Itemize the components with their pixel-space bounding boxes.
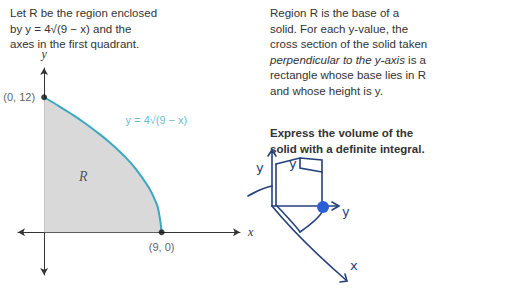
svg-text:x: x — [350, 258, 358, 273]
svg-text:x: x — [247, 225, 254, 239]
html-text:solid with a definite integral: solid with a definite integral. — [270, 142, 425, 155]
svg-text:(9, 0): (9, 0) — [149, 241, 175, 253]
html-text:rectangle whose base lies in R: rectangle whose base lies in R — [270, 69, 426, 81]
svg-text:y = 4√(9 − x): y = 4√(9 − x) — [126, 114, 188, 126]
html-text:perpendicular to the y-axis is: perpendicular to the y-axis is a — [270, 53, 426, 66]
html-text:Express the volume of the: Express the volume of the — [270, 127, 414, 139]
html-text:axes in the first quadrant.: axes in the first quadrant. — [10, 38, 140, 50]
html-text:cross section of the solid tak: cross section of the solid taken — [270, 38, 428, 50]
html-text:by y = 4√(9 − x) and the: by y = 4√(9 − x) and the — [10, 22, 132, 35]
svg-text:y: y — [289, 156, 297, 171]
html-text:Let R be the region enclosed: Let R be the region enclosed — [10, 7, 157, 19]
svg-text:(0, 12): (0, 12) — [3, 91, 35, 103]
html-text:Region R is the base of a: Region R is the base of a — [270, 7, 400, 19]
svg-text:y: y — [342, 204, 350, 219]
svg-text:R: R — [78, 169, 88, 184]
html-text:solid. For each y-value, the: solid. For each y-value, the — [270, 22, 409, 35]
html-text:and whose height is y.: and whose height is y. — [270, 84, 383, 97]
svg-text:y: y — [41, 47, 47, 61]
svg-text:y: y — [256, 160, 264, 175]
